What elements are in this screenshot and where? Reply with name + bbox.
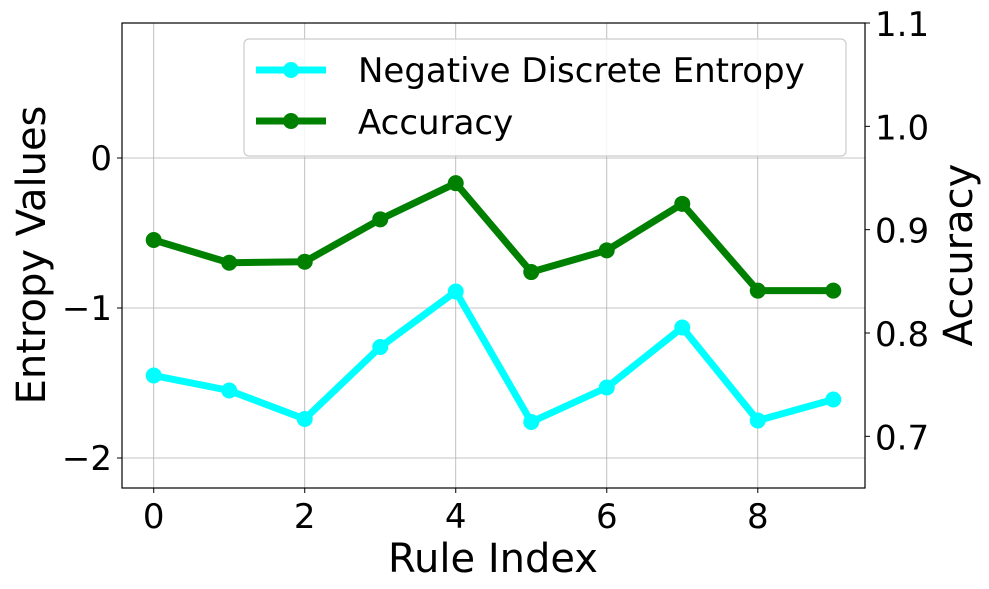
entropy-data-point [523, 414, 540, 430]
accuracy-data-point [674, 195, 691, 212]
tick-marks [117, 22, 870, 493]
plot-frame [121, 22, 866, 489]
accuracy-data-point [145, 232, 162, 248]
y-axis-right-label: Accuracy [936, 164, 982, 347]
series-lines [145, 175, 842, 430]
y-right-tick-label: 0.7 [875, 418, 929, 458]
entropy-data-point [598, 379, 615, 396]
accuracy-data-point [749, 282, 766, 299]
y-left-tick-label: 0 [90, 139, 112, 179]
x-tick-label: 0 [143, 497, 165, 537]
accuracy-data-point [221, 254, 238, 271]
y-left-tick-label: −2 [62, 439, 112, 479]
x-tick-label: 6 [596, 497, 618, 537]
entropy-data-point [221, 382, 238, 399]
tick-labels: 0 2 4 6 8 0 −1 −2 0.7 0.8 0.9 1.0 1.1 [62, 5, 929, 537]
entropy-data-point [145, 367, 162, 384]
x-tick-label: 4 [445, 497, 467, 537]
x-axis-label: Rule Index [388, 536, 598, 582]
legend: Negative Discrete Entropy Accuracy [243, 38, 847, 157]
accuracy-data-point [372, 211, 389, 228]
x-tick-label: 8 [747, 497, 769, 537]
legend-label-entropy: Negative Discrete Entropy [358, 51, 805, 91]
accuracy-data-point [825, 282, 842, 299]
y-left-tick-label: −1 [62, 289, 112, 329]
entropy-data-point [447, 283, 464, 300]
y-right-tick-label: 1.1 [875, 5, 929, 45]
legend-box [243, 38, 847, 157]
entropy-series-line [153, 288, 835, 426]
y-right-tick-label: 0.8 [875, 315, 929, 355]
legend-label-accuracy: Accuracy [358, 103, 513, 143]
entropy-data-point [372, 339, 389, 355]
accuracy-series-line [152, 179, 834, 295]
y-axis-left-label: Entropy Values [9, 106, 55, 405]
accuracy-data-point [523, 264, 540, 281]
y-right-tick-label: 0.9 [875, 212, 929, 252]
legend-swatch-marker-accuracy [283, 113, 299, 129]
x-tick-label: 2 [294, 497, 316, 537]
y-right-tick-label: 1.0 [875, 108, 929, 148]
entropy-data-point [825, 391, 842, 408]
legend-swatch-marker-entropy [283, 62, 299, 78]
accuracy-data-point [296, 253, 313, 270]
entropy-data-point [674, 319, 691, 336]
accuracy-data-point [598, 242, 615, 259]
entropy-data-point [749, 412, 766, 429]
accuracy-data-point [447, 175, 464, 192]
entropy-data-point [296, 411, 313, 427]
